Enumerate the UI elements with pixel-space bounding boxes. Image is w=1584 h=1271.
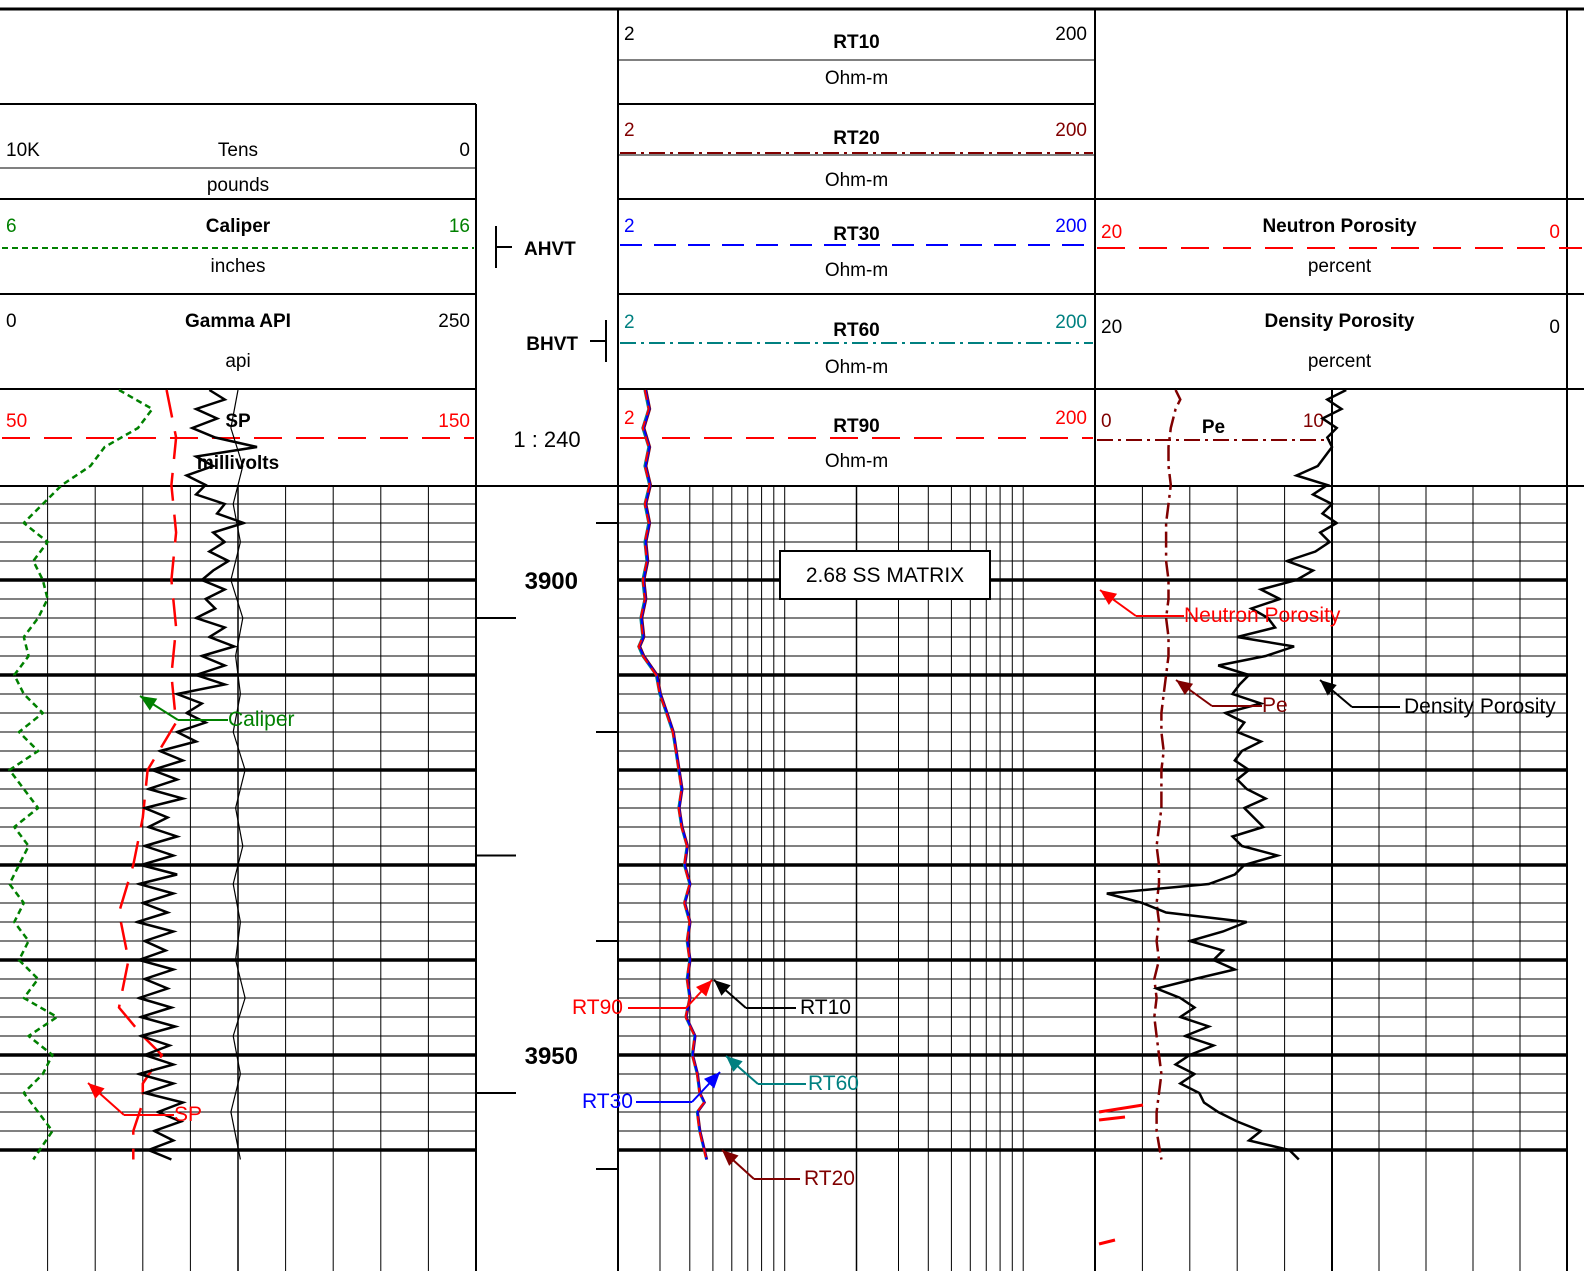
header-sp-min: 50: [6, 411, 27, 432]
header-rt30-name: RT30: [833, 224, 879, 245]
header-gamma-unit: api: [225, 351, 250, 372]
bhvt-label: BHVT: [526, 334, 578, 355]
header-rt30-max: 200: [1055, 216, 1087, 237]
header-sp-max: 150: [438, 411, 470, 432]
caliper-curve: [7, 388, 155, 1161]
density-callout-arrow-head: [1320, 680, 1337, 696]
rt90-callout-arrow-head: [695, 980, 712, 997]
header-tens-name: Tens: [218, 140, 258, 161]
header-rt90-unit: Ohm-m: [825, 451, 888, 472]
header-gamma-name: Gamma API: [185, 311, 291, 332]
header-rt20-unit: Ohm-m: [825, 170, 888, 191]
header-pe-name: Pe: [1202, 417, 1225, 438]
matrix-label: 2.68 SS MATRIX: [806, 564, 964, 587]
header-rt60-max: 200: [1055, 312, 1087, 333]
rt90-callout-label: RT90: [572, 996, 623, 1019]
header-rt20-max: 200: [1055, 120, 1087, 141]
sp-callout-label: SP: [174, 1103, 202, 1126]
header-dphi-unit: percent: [1308, 351, 1372, 372]
density-porosity-curve: [1106, 388, 1347, 1161]
header-caliper-max: 16: [449, 216, 470, 237]
depth-label-3950: 3950: [525, 1043, 578, 1070]
header-rt20-min: 2: [624, 120, 635, 141]
matrix-box: [779, 550, 991, 600]
pe-callout-arrow-head: [1176, 680, 1194, 696]
sp-callout-arrow-head: [88, 1083, 105, 1099]
pe-callout-label: Pe: [1262, 694, 1288, 717]
rt30-callout-arrow-head: [703, 1072, 720, 1089]
header-rt60-min: 2: [624, 312, 635, 333]
header-sp-name: SP: [225, 411, 251, 432]
sp-curve: [117, 389, 178, 1160]
pe-curve: [1153, 389, 1182, 1160]
header-rt60-unit: Ohm-m: [825, 357, 888, 378]
rt20-callout-arrow-head: [722, 1150, 739, 1166]
rt60-callout-arrow-head: [726, 1056, 743, 1072]
tens-curve: [230, 389, 246, 1160]
rt60-callout-label: RT60: [808, 1072, 859, 1095]
header-caliper-min: 6: [6, 216, 17, 237]
neutron-callout-arrow-head: [1100, 590, 1118, 606]
rt10-callout-arrow-head: [714, 980, 731, 996]
rt60-curve: [637, 389, 708, 1160]
header-nphi-max: 0: [1549, 222, 1560, 243]
caliper-callout-arrow-head: [140, 696, 158, 711]
gamma-curve: [132, 388, 258, 1161]
header-sp-unit: millivolts: [197, 453, 279, 474]
header-caliper-name: Caliper: [206, 216, 271, 237]
header-rt90-name: RT90: [833, 416, 879, 437]
header-gamma-max: 250: [438, 311, 470, 332]
neutron-porosity-fragment: [1098, 1103, 1144, 1114]
header-tens-min: 10K: [6, 140, 40, 161]
header-pe-max: 10: [1303, 411, 1324, 432]
header-nphi-name: Neutron Porosity: [1262, 216, 1417, 237]
caliper-callout-label: Caliper: [228, 708, 295, 731]
header-rt20-name: RT20: [833, 128, 879, 149]
header-pe-min: 0: [1101, 411, 1112, 432]
neutron-porosity-fragment: [1098, 1238, 1116, 1246]
rt90-curve: [637, 389, 708, 1160]
header-rt60-name: RT60: [833, 320, 879, 341]
rt30-callout-label: RT30: [582, 1090, 633, 1113]
neutron-porosity-fragment: [1098, 1115, 1126, 1122]
depth-scale-label: 1 : 240: [513, 427, 580, 452]
rt30-curve: [638, 389, 708, 1160]
header-caliper-unit: inches: [211, 256, 266, 277]
header-rt30-unit: Ohm-m: [825, 260, 888, 281]
header-nphi-min: 20: [1101, 222, 1122, 243]
rt10-callout-label: RT10: [800, 996, 851, 1019]
rt10-curve: [637, 389, 708, 1160]
header-gamma-min: 0: [6, 311, 17, 332]
rt20-curve: [639, 389, 709, 1160]
header-nphi-unit: percent: [1308, 256, 1372, 277]
rt20-callout-label: RT20: [804, 1167, 855, 1190]
header-dphi-max: 0: [1549, 317, 1560, 338]
neutron-callout-label: Neutron Porosity: [1184, 604, 1341, 627]
header-rt10-min: 2: [624, 24, 635, 45]
header-rt10-max: 200: [1055, 24, 1087, 45]
header-rt10-unit: Ohm-m: [825, 68, 888, 89]
header-rt90-min: 2: [624, 408, 635, 429]
header-rt10-name: RT10: [833, 32, 879, 53]
density-callout-label: Density Porosity: [1404, 695, 1556, 718]
ahvt-label: AHVT: [524, 239, 576, 260]
header-tens-unit: pounds: [207, 175, 269, 196]
depth-label-3900: 3900: [525, 568, 578, 595]
header-rt30-min: 2: [624, 216, 635, 237]
header-rt90-max: 200: [1055, 408, 1087, 429]
header-tens-max: 0: [459, 140, 470, 161]
header-dphi-min: 20: [1101, 317, 1122, 338]
header-dphi-name: Density Porosity: [1265, 311, 1415, 332]
